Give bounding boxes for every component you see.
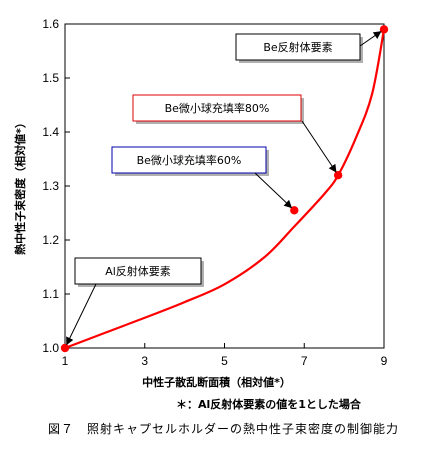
y-tick-label: 1.4: [42, 125, 59, 139]
y-tick-label: 1.2: [42, 233, 59, 247]
annotation: Be反射体要素: [235, 31, 382, 63]
annotation-arrow: [254, 172, 293, 209]
y-tick-label: 1.6: [42, 17, 59, 31]
annotation-box: [74, 257, 202, 285]
annotation-arrow: [66, 283, 97, 346]
annotation-box: [235, 33, 361, 61]
annotation-label: Be微小球充填率60%: [137, 153, 242, 167]
annotation-arrow: [359, 31, 382, 47]
data-point: [290, 206, 299, 215]
axes: 1.0 1.1 1.2 1.3 1.4 1.5 1.6 1 3 5 7 9: [42, 17, 387, 368]
curve-layer: [64, 29, 386, 350]
label-layer: 中性子散乱断面積（相対値*） 熱中性子束密度（相対値*）: [13, 117, 291, 389]
x-tick-label: 1: [62, 354, 69, 368]
x-tick-label: 7: [301, 354, 308, 368]
annotation-box: [111, 146, 267, 174]
points-layer: [60, 25, 389, 353]
figure-caption: 図７ 照射キャプセルホルダーの熱中性子束密度の制御能力: [48, 422, 400, 436]
annotation-box: [132, 94, 302, 122]
x-tick-label: 3: [141, 354, 148, 368]
annotation-label: Al反射体要素: [105, 264, 171, 278]
y-axis-title: 熱中性子束密度（相対値*）: [13, 117, 27, 255]
annotation-arrow: [301, 120, 337, 173]
annotation-layer: Al反射体要素 Be微小球充填率60% Be微小球充填率80% Be反射体要素: [66, 31, 382, 346]
data-curve: [64, 29, 386, 350]
y-tick-label: 1.1: [42, 287, 59, 301]
y-tick-label: 1.5: [42, 71, 59, 85]
y-tick-label: 1.0: [42, 341, 59, 355]
annotation: Be微小球充填率60%: [111, 146, 293, 209]
annotation-label: Be反射体要素: [263, 40, 332, 54]
x-tick-label: 5: [221, 354, 228, 368]
plot-frame: [64, 23, 385, 349]
x-axis-title: 中性子散乱断面積（相対値*）: [142, 375, 291, 389]
x-tick-label: 9: [381, 354, 388, 368]
data-point: [333, 171, 343, 180]
annotation-label: Be微小球充填率80%: [165, 101, 270, 115]
footnote: ＊：Al反射体要素の値を1とした場合: [176, 398, 361, 411]
annotation: Al反射体要素: [66, 257, 204, 346]
data-point: [60, 343, 70, 353]
y-tick-label: 1.3: [42, 179, 59, 193]
annotation: Be微小球充填率80%: [132, 94, 337, 173]
data-point: [379, 25, 389, 34]
